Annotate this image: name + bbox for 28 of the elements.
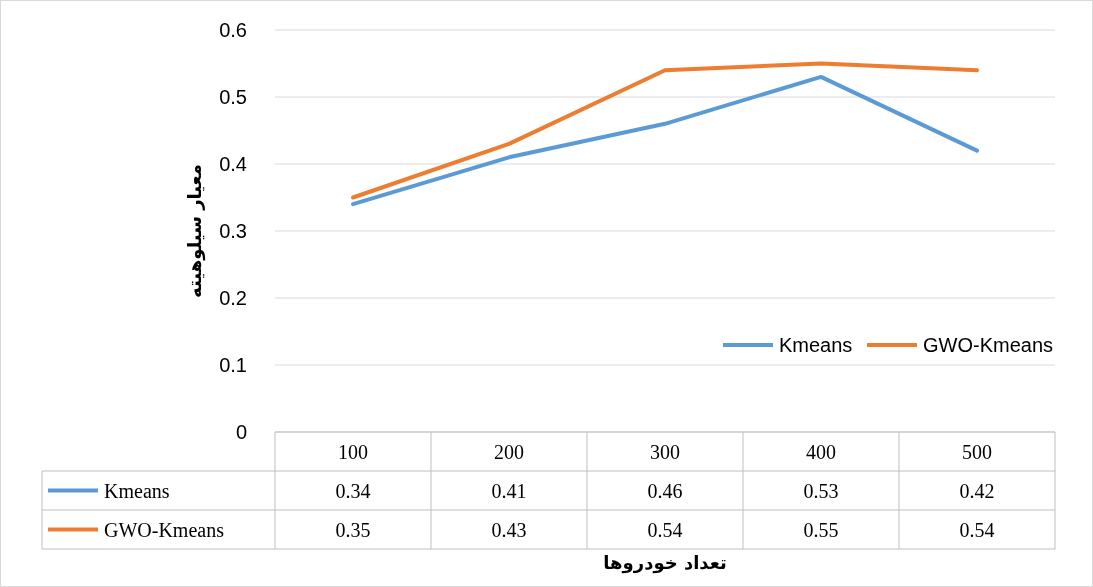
- x-tick-label: 400: [806, 440, 836, 463]
- data-label: 0.54: [959, 518, 995, 541]
- legend-label: Kmeans: [779, 333, 853, 356]
- x-tick-label: 100: [338, 440, 368, 463]
- y-tick-label: 0: [235, 421, 247, 443]
- text: GWO-Kmeans: [104, 518, 224, 541]
- y-tick-label: 0.1: [219, 354, 247, 376]
- data-label: 0.46: [647, 479, 683, 502]
- y-tick-label: 0.6: [219, 19, 247, 41]
- x-tick-label: 300: [650, 440, 680, 463]
- data-label: 0.43: [491, 518, 527, 541]
- data-label: 0.54: [647, 518, 683, 541]
- y-axis-title: معیار سیلوهیته: [184, 164, 207, 298]
- y-tick-label: 0.2: [219, 287, 247, 309]
- data-label: 0.35: [335, 518, 371, 541]
- data-label: 0.55: [803, 518, 839, 541]
- data-label: 0.41: [491, 479, 527, 502]
- y-tick-label: 0.5: [219, 86, 247, 108]
- text: Kmeans: [104, 479, 170, 502]
- data-label: 0.42: [959, 479, 995, 502]
- x-tick-label: 500: [962, 440, 992, 463]
- x-tick-label: 200: [494, 440, 524, 463]
- y-tick-label: 0.3: [219, 220, 247, 242]
- y-tick-label: 0.4: [219, 153, 247, 175]
- data-label: 0.34: [335, 479, 371, 502]
- x-axis-title: تعداد خودروها: [603, 552, 727, 575]
- legend-label: GWO-Kmeans: [923, 333, 1054, 356]
- data-label: 0.53: [803, 479, 839, 502]
